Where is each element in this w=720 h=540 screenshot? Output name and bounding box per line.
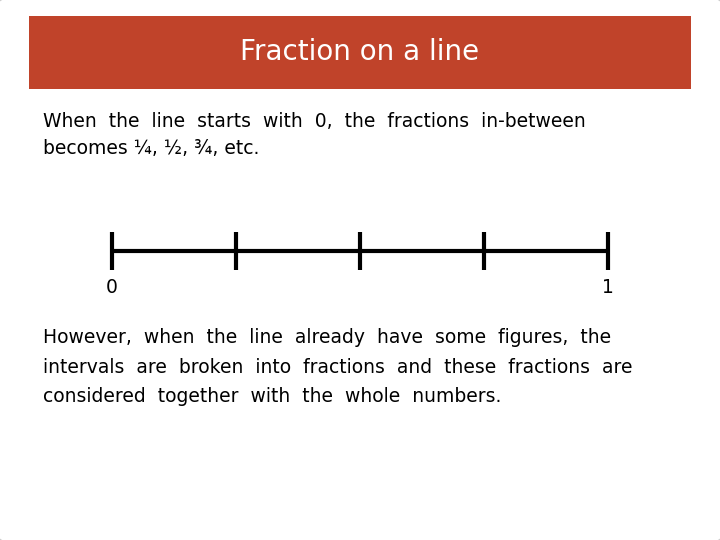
Text: 1: 1	[603, 278, 614, 297]
Text: However,  when  the  line  already  have  some  figures,  the: However, when the line already have some…	[43, 328, 611, 347]
Text: 0: 0	[106, 278, 117, 297]
Text: considered  together  with  the  whole  numbers.: considered together with the whole numbe…	[43, 387, 502, 407]
Text: intervals  are  broken  into  fractions  and  these  fractions  are: intervals are broken into fractions and …	[43, 357, 633, 377]
Text: When  the  line  starts  with  0,  the  fractions  in-between: When the line starts with 0, the fractio…	[43, 112, 586, 131]
Text: becomes ¼, ½, ¾, etc.: becomes ¼, ½, ¾, etc.	[43, 139, 260, 158]
Text: Fraction on a line: Fraction on a line	[240, 38, 480, 66]
FancyBboxPatch shape	[29, 16, 691, 89]
